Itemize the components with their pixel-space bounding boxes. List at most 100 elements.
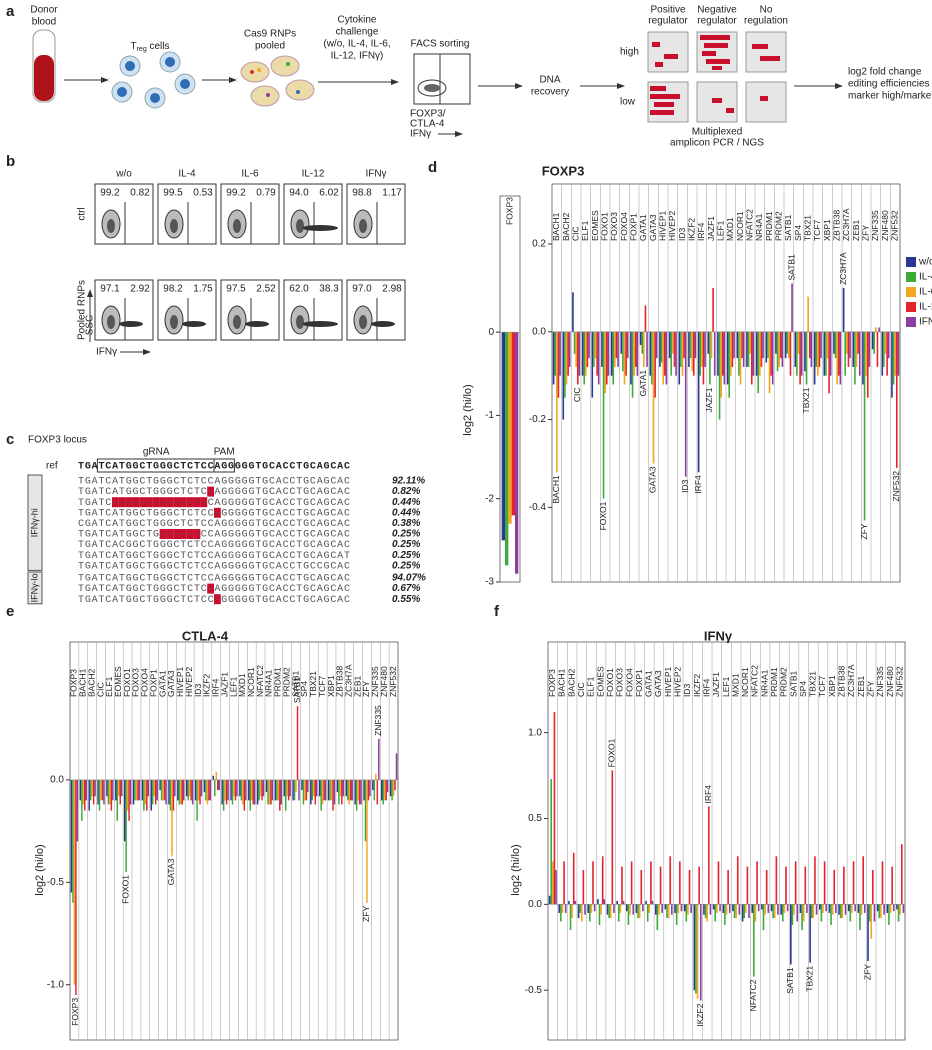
axis-label: IFNγ	[96, 347, 117, 358]
category-label: GATA1	[157, 670, 167, 697]
annotation: TBX21	[804, 965, 814, 991]
bar	[668, 331, 671, 359]
annotation: ZNF335	[373, 705, 383, 736]
bar	[849, 904, 852, 922]
label: recovery	[531, 87, 569, 98]
bar	[880, 904, 882, 919]
bar	[511, 332, 515, 516]
bar	[858, 331, 861, 376]
bar	[187, 779, 189, 801]
bar	[160, 779, 163, 801]
bar	[79, 779, 82, 801]
label: Cas9 RNPs	[244, 29, 296, 40]
legend-label: IL-6	[919, 287, 932, 298]
bar	[556, 331, 558, 473]
bar	[314, 779, 316, 805]
bar	[338, 779, 340, 805]
bar	[679, 861, 681, 905]
legend-swatch	[906, 257, 916, 267]
bar	[681, 331, 684, 376]
category-label: ZNF480	[880, 210, 890, 241]
category-label: IKZF2	[686, 218, 696, 241]
bar	[630, 861, 633, 905]
bar	[678, 331, 681, 385]
bar	[298, 779, 300, 801]
bar	[351, 779, 353, 801]
bar	[597, 899, 599, 905]
contour	[233, 219, 241, 233]
facs-plot	[413, 53, 471, 105]
bar	[761, 904, 763, 910]
bar	[609, 904, 612, 919]
column-label: IL-6	[241, 169, 259, 180]
bar	[613, 904, 615, 913]
bar	[508, 332, 512, 524]
bar	[310, 779, 312, 805]
bar	[580, 904, 583, 922]
bar	[349, 779, 352, 801]
bar	[622, 900, 625, 905]
bar	[159, 779, 161, 791]
label: CTLA-4	[410, 119, 445, 130]
bar	[654, 904, 657, 915]
category-label: GATA3	[648, 214, 658, 241]
bar	[826, 331, 829, 359]
category-label: ID3	[193, 684, 203, 698]
deletion	[146, 497, 153, 508]
bar	[716, 904, 718, 913]
bar	[293, 779, 296, 801]
bar	[619, 904, 622, 913]
bar	[670, 331, 673, 376]
percentage: 97.5	[226, 284, 246, 295]
bar	[320, 779, 322, 811]
category-label: IRF4	[701, 678, 711, 697]
annotation: ID3	[680, 479, 690, 493]
bar	[839, 331, 842, 385]
bar	[586, 331, 589, 367]
bar	[891, 331, 893, 398]
label: Cytokine	[338, 15, 377, 26]
bar	[318, 779, 321, 797]
category-label: FOXO3	[615, 668, 625, 697]
bar	[144, 779, 147, 805]
bar	[601, 856, 604, 905]
category-label: NCOR1	[740, 667, 750, 697]
bar	[680, 331, 682, 367]
bar	[748, 904, 750, 919]
bar	[604, 331, 606, 394]
bar	[810, 331, 813, 367]
category-label: HIVEP2	[667, 210, 677, 241]
bar	[262, 779, 265, 797]
bar	[749, 331, 751, 354]
bar	[722, 904, 725, 913]
label: challenge	[336, 27, 379, 38]
category-label: GATA3	[653, 670, 663, 697]
bar	[646, 904, 649, 922]
bar	[836, 331, 838, 385]
bar	[287, 779, 290, 801]
bar	[564, 904, 567, 913]
category-label: ZNF532	[894, 666, 904, 697]
bar	[554, 331, 557, 376]
bar	[652, 331, 655, 464]
bar	[892, 331, 895, 385]
deletion	[139, 497, 146, 508]
bar	[777, 904, 779, 915]
bar	[267, 779, 269, 805]
bar	[875, 327, 877, 332]
bar	[84, 779, 86, 811]
label: regulator	[648, 16, 688, 27]
category-label: ID3	[682, 684, 692, 698]
percentage: 62.0	[289, 284, 309, 295]
nuclei	[117, 57, 190, 103]
category-label: FOXP3	[547, 669, 557, 697]
bar	[757, 331, 760, 394]
category-label: TBX21	[808, 671, 818, 697]
bar	[180, 779, 182, 805]
percent: 0.44%	[392, 497, 420, 508]
category-label: FOXO1	[605, 668, 615, 697]
bar	[638, 904, 641, 919]
bar	[200, 779, 203, 797]
bar	[274, 779, 277, 801]
